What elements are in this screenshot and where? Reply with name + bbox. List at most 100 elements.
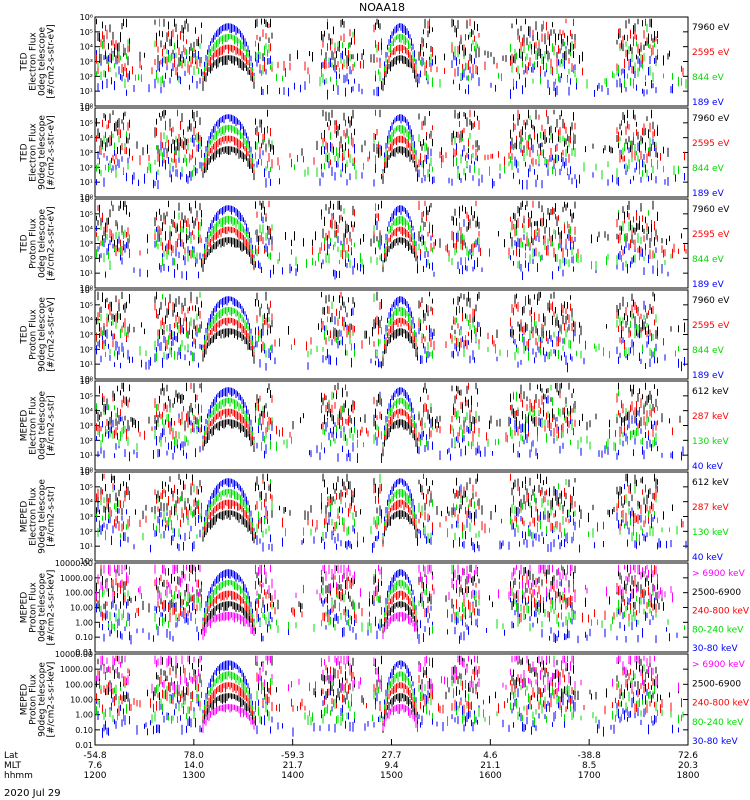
series-marks-1 xyxy=(96,114,685,190)
y-tick-label: 10⁴ xyxy=(80,43,93,52)
y-axis-label: TEDElectron Flux0deg telescope[#/cm2-s-s… xyxy=(20,24,57,99)
series-marks-1 xyxy=(96,23,673,100)
x-tick-label: 1800 xyxy=(677,771,700,781)
series-marks-2 xyxy=(96,291,679,362)
y-tick-label: 10⁶ xyxy=(80,468,93,477)
y-tick-label: 100.00 xyxy=(65,589,93,598)
y-tick-label: 10⁴ xyxy=(80,225,93,234)
figure-title: NOAA18 xyxy=(359,1,405,14)
series-marks-1 xyxy=(96,296,685,373)
legend-entry: 844 eV xyxy=(692,346,725,356)
y-axis-label: MEPEDProton Flux0deg telescope[#/cm2-s-s… xyxy=(20,570,57,646)
legend-entry: 612 keV xyxy=(692,387,729,397)
legend-entry: 7960 eV xyxy=(692,114,730,124)
y-axis-label: MEPEDElectron Flux90deg telescope[#/cm2-… xyxy=(20,479,57,554)
y-tick-label: 10⁵ xyxy=(80,392,93,401)
x-tick-label: 1400 xyxy=(281,771,304,781)
series-marks-3 xyxy=(96,291,664,363)
y-tick-label: 10⁴ xyxy=(80,407,93,416)
legend-entry: 7960 eV xyxy=(692,205,730,215)
legend-entry: 189 eV xyxy=(692,371,725,381)
legend-entry: 30-80 keV xyxy=(692,737,738,747)
x-tick-label: 27.7 xyxy=(381,751,401,761)
series-marks-5 xyxy=(96,564,673,640)
series-marks-3 xyxy=(96,473,684,547)
series-marks-2 xyxy=(96,203,672,272)
y-tick-label: 0.01 xyxy=(75,648,93,657)
y-tick-label: 10² xyxy=(80,72,93,81)
x-tick-label: 1700 xyxy=(578,771,601,781)
legend-entry: 2595 eV xyxy=(692,139,730,149)
series-marks-4 xyxy=(96,564,664,639)
y-tick-label: 10⁶ xyxy=(80,104,93,113)
y-tick-label: 10¹ xyxy=(80,269,93,278)
y-tick-label: 10⁰ xyxy=(80,284,93,293)
y-tick-label: 10⁵ xyxy=(80,210,93,219)
y-tick-label: 0.10 xyxy=(75,726,93,735)
y-tick-label: 10⁰ xyxy=(80,193,93,202)
panel-marks xyxy=(96,564,687,645)
legend-entry: 2500-6900 xyxy=(692,679,741,689)
legend-entry: 189 eV xyxy=(692,280,725,290)
footer-row-label: Lat xyxy=(4,751,19,761)
series-marks-4 xyxy=(96,382,681,457)
panel-marks xyxy=(96,200,687,280)
y-tick-label: 10⁶ xyxy=(80,13,93,22)
legend-entry: 130 keV xyxy=(692,528,729,538)
legend-entry: 7960 eV xyxy=(692,23,730,33)
y-tick-label: 10³ xyxy=(80,331,93,340)
date-label: 2020 Jul 29 xyxy=(4,788,61,799)
panel-1: 10⁰ 10¹ 10² 10³ 10⁴ 10⁵ 10⁶ TEDElectron Flux0de… xyxy=(20,13,731,111)
y-tick-label: 10² xyxy=(80,254,93,263)
y-tick-label: 10⁰ xyxy=(80,466,93,475)
y-tick-label: 10000.00 xyxy=(55,650,93,659)
y-axis-label: TEDElectron Flux90deg telescope[#/cm2-s-… xyxy=(20,115,57,190)
legend-entry: 130 keV xyxy=(692,437,729,447)
series-marks-1 xyxy=(96,569,687,645)
panel-3: 10⁰ 10¹ 10² 10³ 10⁴ 10⁵ 10⁶ TEDProton Flux0deg … xyxy=(20,195,731,293)
y-tick-label: 10³ xyxy=(80,422,93,431)
legend-entry: 80-240 keV xyxy=(692,718,744,728)
panels-group: 10⁰ 10¹ 10² 10³ 10⁴ 10⁵ 10⁶ TEDElectron Flux0de… xyxy=(20,13,750,750)
legend-entry: 844 eV xyxy=(692,164,725,174)
y-tick-label: 10¹ xyxy=(80,87,93,96)
footer-row-label: MLT xyxy=(4,761,22,771)
y-tick-label: 10² xyxy=(80,163,93,172)
legend-entry: 40 keV xyxy=(692,462,724,472)
y-tick-label: 10⁰ xyxy=(80,557,93,566)
x-tick-label: 78.0 xyxy=(184,751,204,761)
y-axis-label: MEPEDElectron Flux0deg telescope[#/cm2-s… xyxy=(20,391,57,461)
y-tick-label: 10² xyxy=(80,527,93,536)
legend-entry: 844 eV xyxy=(692,255,725,265)
x-tick-label: 21.1 xyxy=(480,761,500,771)
x-tick-label: -59.3 xyxy=(281,751,304,761)
legend-entry: 612 keV xyxy=(692,478,729,488)
x-tick-label: 20.3 xyxy=(678,761,698,771)
x-tick-label: 9.4 xyxy=(384,761,399,771)
legend-entry: 30-80 keV xyxy=(692,644,738,654)
legend-entry: 2500-6900 xyxy=(692,588,741,598)
x-tick-label: 72.6 xyxy=(678,751,698,761)
y-tick-label: 10⁴ xyxy=(80,498,93,507)
y-tick-label: 10⁵ xyxy=(80,301,93,310)
panel-marks xyxy=(96,291,685,373)
panel-marks xyxy=(96,109,685,190)
y-tick-label: 10.00 xyxy=(70,604,93,613)
series-marks-3 xyxy=(96,382,687,454)
y-tick-label: 1000.00 xyxy=(60,574,93,583)
panel-marks xyxy=(96,382,687,463)
y-tick-label: 10² xyxy=(80,345,93,354)
series-marks-4 xyxy=(96,109,669,184)
series-marks-1 xyxy=(96,205,687,280)
legend-entry: 7960 eV xyxy=(692,296,730,306)
y-tick-label: 10⁴ xyxy=(80,316,93,325)
y-tick-label: 10⁶ xyxy=(80,377,93,386)
x-tick-label: 21.7 xyxy=(283,761,303,771)
series-marks-4 xyxy=(96,18,687,91)
footer-row-label: hhmm xyxy=(4,771,33,781)
y-tick-label: 10⁰ xyxy=(80,102,93,111)
y-tick-label: 100.00 xyxy=(65,680,93,689)
legend-entry: 2595 eV xyxy=(692,48,730,58)
panel-8: 0.01 0.10 1.00 10.00 100.00 1000.00 10000.00 ME… xyxy=(20,650,750,750)
